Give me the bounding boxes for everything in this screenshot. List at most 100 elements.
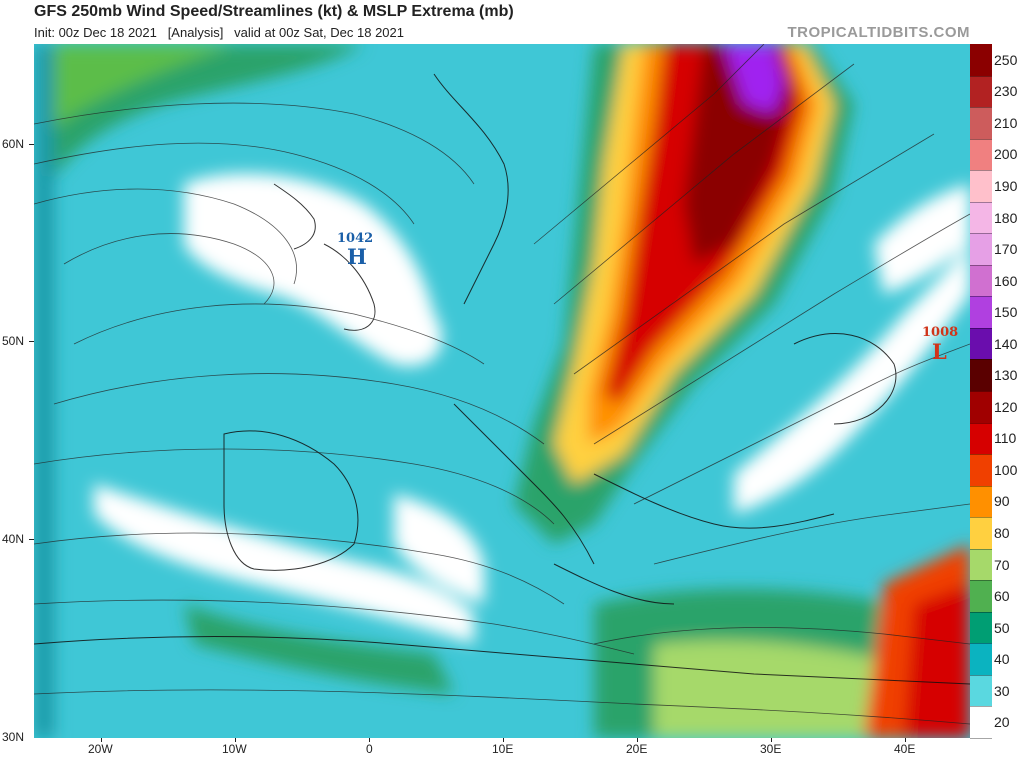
- wind-speed-shading: [34, 44, 970, 738]
- colorbar-tick: [970, 201, 992, 203]
- colorbar-label: 200: [994, 146, 1018, 163]
- lon-tick: [905, 738, 906, 742]
- colorbar-segment: [970, 359, 992, 392]
- colorbar-tick: [970, 138, 992, 140]
- colorbar-segment: [970, 170, 992, 203]
- lon-tick: [771, 738, 772, 742]
- low-pressure-letter: L: [932, 339, 947, 364]
- lon-tick: [235, 738, 236, 742]
- map-subtitle: Init: 00z Dec 18 2021 [Analysis] valid a…: [34, 25, 404, 40]
- lat-label-60n: 60N: [2, 137, 25, 151]
- colorbar-label: 20: [994, 714, 1010, 731]
- colorbar-segment: [970, 107, 992, 140]
- colorbar-tick: [970, 485, 992, 487]
- colorbar-segment: [970, 485, 992, 518]
- colorbar-tick: [970, 327, 992, 329]
- colorbar-segment: [970, 580, 992, 613]
- low-pressure-value: 1008: [922, 325, 959, 340]
- colorbar-tick: [970, 517, 992, 519]
- colorbar-segment: [970, 391, 992, 424]
- colorbar-tick: [970, 359, 992, 361]
- lon-tick: [369, 738, 370, 742]
- colorbar-tick: [970, 233, 992, 235]
- lat-label-30n: 30N: [2, 730, 25, 744]
- map-header: GFS 250mb Wind Speed/Streamlines (kt) & …: [0, 0, 1024, 44]
- colorbar-segment: [970, 706, 992, 739]
- colorbar-label: 250: [994, 51, 1018, 68]
- lon-label-40e: 40E: [894, 742, 916, 756]
- lat-label-50n: 50N: [2, 334, 25, 348]
- lon-tick: [101, 738, 102, 742]
- colorbar-label: 30: [994, 682, 1010, 699]
- lon-tick: [503, 738, 504, 742]
- colorbar-segment: [970, 327, 992, 360]
- colorbar-label: 160: [994, 272, 1018, 289]
- streamlines: [34, 44, 970, 725]
- colorbar-tick: [970, 264, 992, 266]
- colorbar-tick: [970, 674, 992, 676]
- colorbar-segment: [970, 422, 992, 455]
- colorbar-segment: [970, 233, 992, 266]
- coastlines: [34, 73, 970, 685]
- colorbar-segment: [970, 643, 992, 676]
- colorbar-label: 150: [994, 304, 1018, 321]
- colorbar-label: 70: [994, 556, 1010, 573]
- colorbar-label: 80: [994, 524, 1010, 541]
- lat-tick: [29, 539, 34, 540]
- lat-tick: [29, 341, 34, 342]
- colorbar-label: 210: [994, 114, 1018, 131]
- colorbar-segment: [970, 44, 992, 77]
- colorbar-tick: [970, 454, 992, 456]
- colorbar-segment: [970, 264, 992, 297]
- colorbar-label: 60: [994, 588, 1010, 605]
- colorbar-tick: [970, 548, 992, 550]
- lat-tick: [29, 144, 34, 145]
- lon-label-30e: 30E: [760, 742, 782, 756]
- colorbar-segment: [970, 611, 992, 644]
- lon-label-20w: 20W: [88, 742, 113, 756]
- colorbar-segment: [970, 674, 992, 707]
- colorbar-tick: [970, 580, 992, 582]
- colorbar-tick: [970, 170, 992, 172]
- colorbar-segment: [970, 296, 992, 329]
- lat-label-40n: 40N: [2, 532, 25, 546]
- colorbar-label: 190: [994, 177, 1018, 194]
- colorbar-label: 100: [994, 461, 1018, 478]
- colorbar-tick: [970, 422, 992, 424]
- colorbar-label: 110: [994, 430, 1017, 447]
- colorbar-tick: [970, 107, 992, 109]
- colorbar-tick: [970, 75, 992, 77]
- colorbar-label: 230: [994, 83, 1018, 100]
- colorbar-label: 90: [994, 493, 1010, 510]
- lon-label-10w: 10W: [222, 742, 247, 756]
- colorbar-segment: [970, 517, 992, 550]
- colorbar-tick: [970, 391, 992, 392]
- brand-label: TROPICALTIDBITS.COM: [787, 24, 970, 41]
- colorbar-segment: [970, 75, 992, 108]
- colorbar-label: 180: [994, 209, 1018, 226]
- colorbar-segment: [970, 201, 992, 234]
- high-pressure-letter: H: [347, 244, 367, 269]
- wind-speed-colorbar: [970, 44, 992, 739]
- colorbar-label: 120: [994, 398, 1018, 415]
- colorbar-segment: [970, 138, 992, 171]
- colorbar-label: 50: [994, 619, 1010, 636]
- colorbar-label: 130: [994, 367, 1018, 384]
- colorbar-label: 40: [994, 651, 1010, 668]
- colorbar-tick: [970, 643, 992, 645]
- lon-label-20e: 20E: [626, 742, 648, 756]
- colorbar-label: 140: [994, 335, 1018, 352]
- wind-speed-map: [34, 44, 970, 738]
- lon-label-0: 0: [366, 742, 373, 756]
- colorbar-tick: [970, 611, 992, 613]
- colorbar-tick: [970, 738, 992, 739]
- colorbar-tick: [970, 706, 992, 708]
- lon-tick: [637, 738, 638, 742]
- high-pressure-value: 1042: [337, 231, 374, 246]
- map-canvas: [34, 44, 970, 738]
- lon-label-10e: 10E: [492, 742, 514, 756]
- map-title: GFS 250mb Wind Speed/Streamlines (kt) & …: [34, 3, 514, 20]
- colorbar-tick: [970, 296, 992, 298]
- colorbar-segment: [970, 454, 992, 487]
- colorbar-label: 170: [994, 241, 1018, 258]
